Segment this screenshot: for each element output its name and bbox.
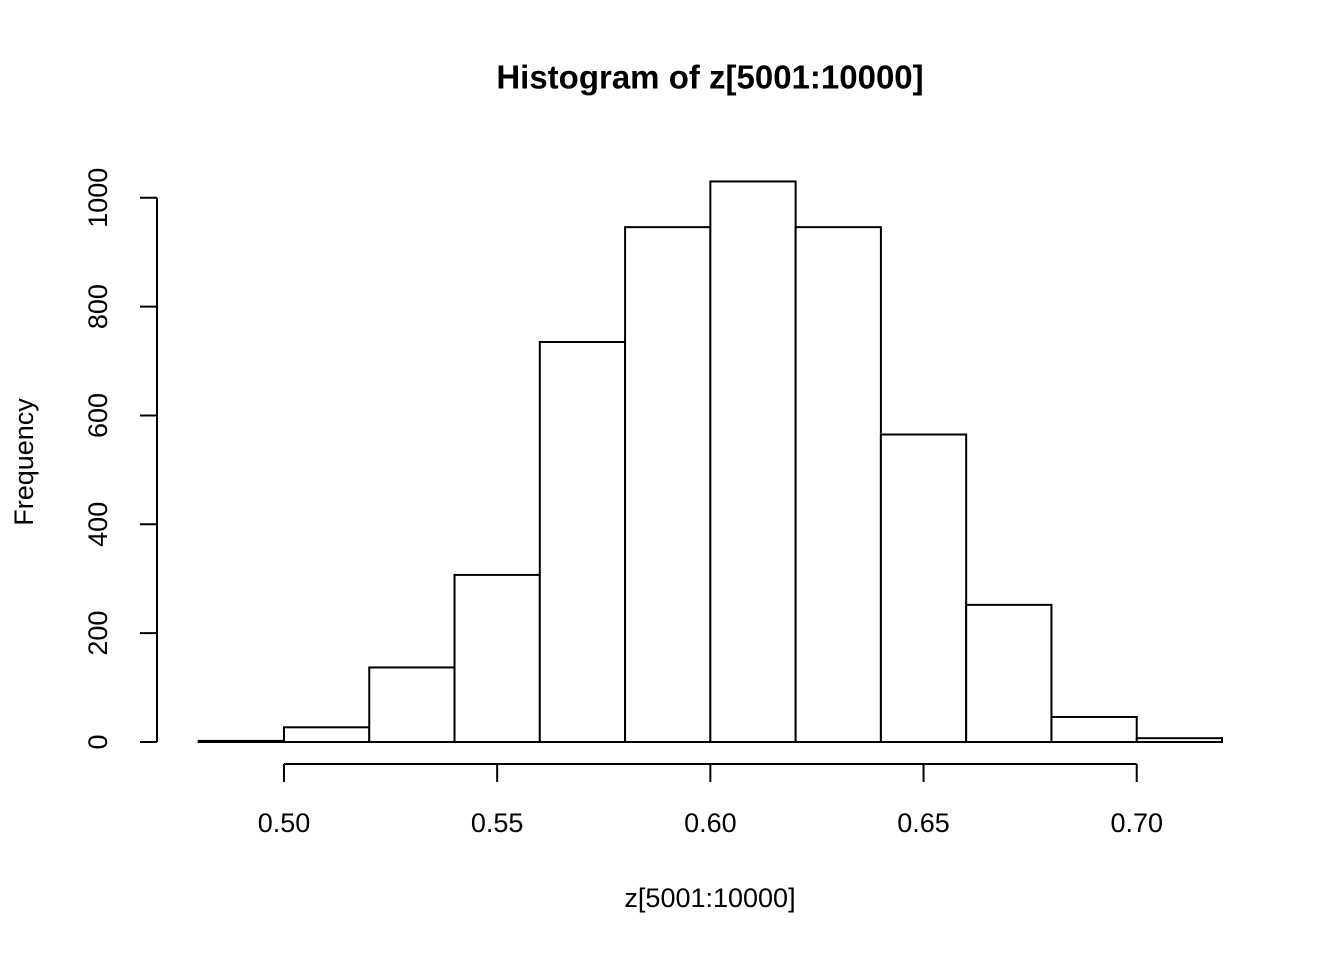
x-tick-label: 0.65 (897, 808, 950, 838)
y-tick-label: 0 (83, 734, 113, 749)
y-tick-label: 200 (83, 611, 113, 656)
bar (1050, 715, 1138, 744)
x-tick-label: 0.55 (471, 808, 524, 838)
y-tick-label: 800 (83, 284, 113, 329)
bar (879, 433, 968, 743)
bar (624, 226, 712, 743)
bar (1135, 737, 1223, 743)
x-tick-label: 0.70 (1110, 808, 1163, 838)
bar (368, 666, 456, 743)
bar (709, 180, 797, 743)
chart-title: Histogram of z[5001:10000] (496, 59, 923, 96)
y-axis-label: Frequency (9, 398, 39, 526)
bar (282, 726, 371, 744)
y-tick-label: 400 (83, 502, 113, 547)
bar (197, 739, 285, 744)
bar (794, 226, 882, 743)
bar (538, 340, 627, 743)
bar (965, 603, 1053, 743)
y-tick-label: 1000 (83, 168, 113, 228)
x-axis-label: z[5001:10000] (624, 883, 795, 913)
x-tick-label: 0.60 (684, 808, 737, 838)
bar (453, 573, 541, 743)
y-tick-label: 600 (83, 393, 113, 438)
x-tick-label: 0.50 (258, 808, 311, 838)
